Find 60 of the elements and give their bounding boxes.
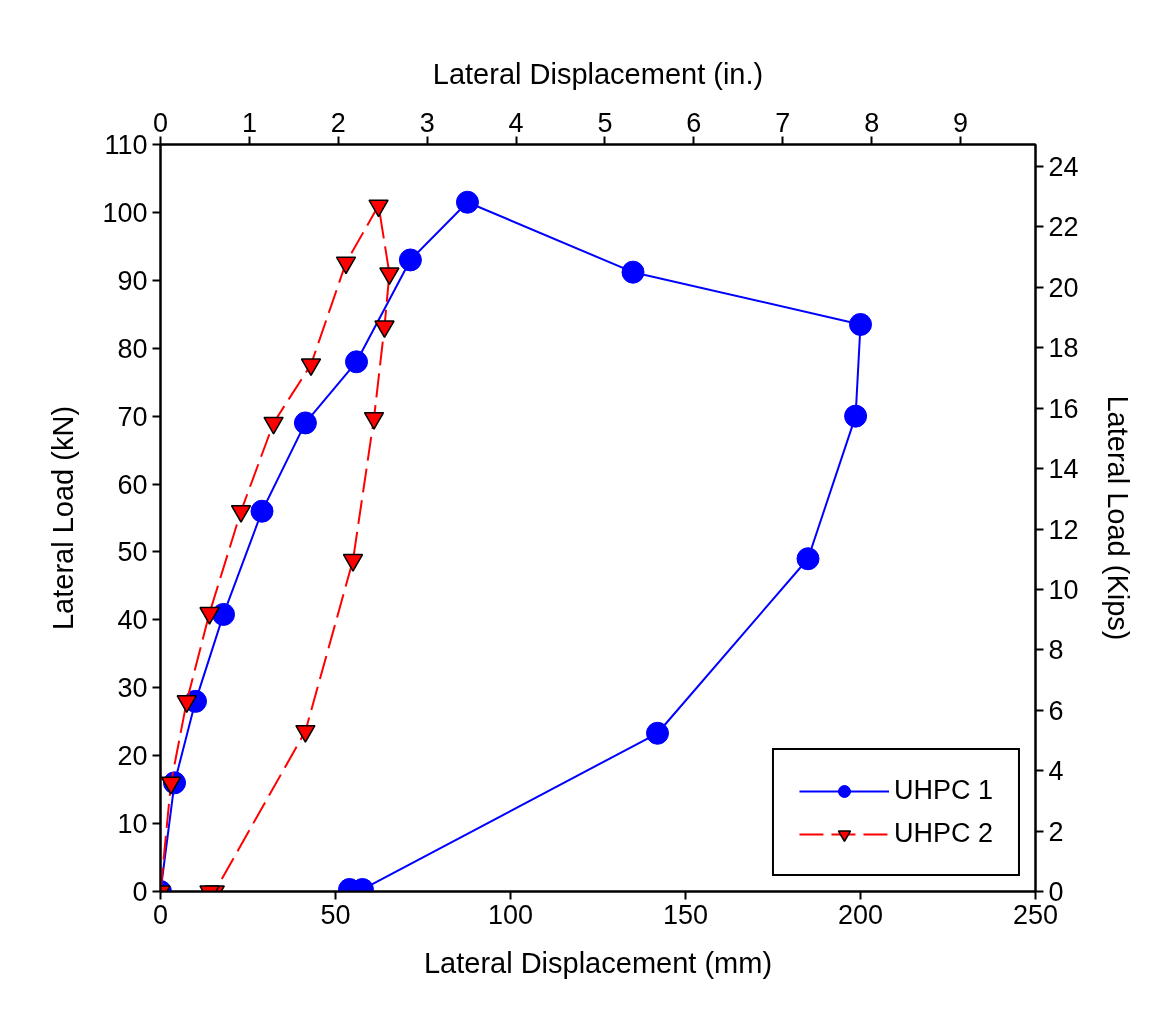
y-tick-label: 70	[117, 401, 148, 432]
x2-tick-label: 0	[152, 107, 169, 138]
y-tick-label: 100	[102, 197, 148, 228]
point	[250, 499, 274, 523]
y-axis-title: Lateral Load (kN)	[47, 405, 80, 631]
point	[335, 256, 357, 275]
point	[300, 358, 322, 377]
y2-tick-label: 16	[1048, 393, 1079, 424]
y2-tick-label: 24	[1048, 152, 1079, 183]
y2-tick-label: 20	[1048, 272, 1079, 303]
y2-tick-label: 22	[1048, 212, 1079, 243]
x-axis-title: Lateral Displacement (mm)	[423, 946, 773, 979]
x-tick-label: 200	[837, 899, 884, 930]
x2-tick-label: 7	[775, 107, 791, 138]
point	[368, 199, 389, 218]
point	[374, 320, 395, 339]
x2-tick-label: 2	[330, 107, 346, 138]
x-tick-label: 0	[152, 899, 169, 930]
x2-tick-label: 9	[953, 107, 969, 138]
y2-tick-label: 12	[1048, 514, 1079, 545]
y-tick-label: 90	[117, 265, 148, 296]
point	[212, 602, 235, 626]
point	[379, 267, 400, 286]
x-tick-label: 100	[487, 899, 534, 930]
point	[230, 504, 252, 523]
y-tick-label: 60	[117, 469, 148, 500]
y-tick-label: 20	[117, 741, 148, 772]
x2-tick-label: 3	[419, 107, 435, 138]
x2-tick-label: 1	[241, 107, 257, 138]
y2-tick-label: 4	[1048, 756, 1064, 787]
x2-tick-label: 5	[597, 107, 613, 138]
point	[646, 721, 669, 745]
legend-label: UHPC 1	[893, 775, 993, 806]
y2-tick-label: 10	[1048, 574, 1079, 605]
y-tick-label: 10	[117, 809, 148, 840]
y-tick-label: 50	[117, 537, 148, 568]
y-tick-label: 40	[117, 605, 148, 636]
legend-label: UHPC 2	[893, 818, 993, 849]
y2-tick-label: 6	[1048, 695, 1064, 726]
point	[363, 411, 385, 430]
y-tick-label: 80	[117, 333, 148, 364]
x-tick-label: 50	[320, 899, 351, 930]
x2-tick-label: 8	[864, 107, 880, 138]
x-tick-label: 150	[662, 899, 709, 930]
point	[844, 404, 868, 428]
point	[263, 416, 284, 435]
y2-tick-label: 2	[1048, 816, 1064, 847]
point	[345, 350, 368, 374]
x2-tick-label: 6	[686, 107, 702, 138]
y-tick-label: 30	[117, 673, 148, 704]
y2-tick-label: 18	[1048, 333, 1079, 364]
point	[796, 547, 820, 571]
y-tick-label: 110	[104, 130, 148, 160]
y2-tick-label: 8	[1048, 635, 1064, 666]
x2-axis-title: Lateral Displacement (in.)	[432, 57, 764, 90]
y2-tick-label: 14	[1048, 454, 1079, 485]
x2-tick-label: 4	[508, 107, 524, 138]
point	[293, 411, 317, 435]
y-tick-label: 0	[132, 877, 148, 907]
y2-axis-title: Lateral Load (Kips)	[1101, 395, 1134, 641]
